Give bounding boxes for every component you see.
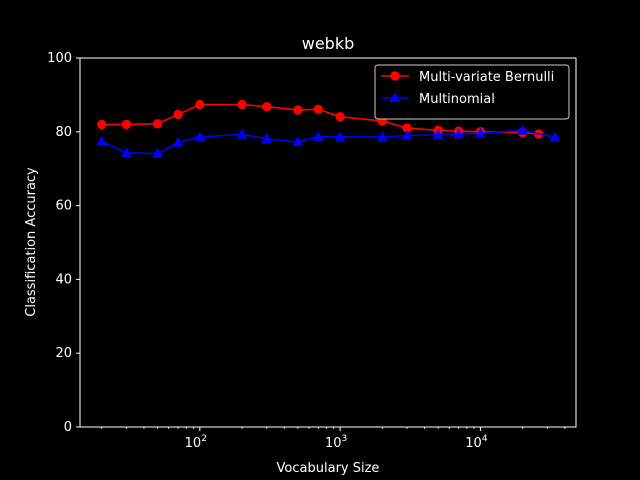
y-tick-label: 60 [55,199,72,214]
data-point [376,131,388,142]
data-point [335,111,345,122]
data-point [312,130,324,141]
data-point [293,105,303,115]
data-point [236,128,248,139]
data-point [173,109,183,120]
y-tick-label: 0 [64,420,72,435]
data-point [262,102,272,112]
x-tick-label: 103 [325,434,347,451]
data-point [172,136,184,147]
x-axis-label: Vocabulary Size [277,461,380,476]
data-point [549,131,561,142]
data-point [237,99,247,110]
data-point [313,104,324,114]
data-point [121,119,132,130]
legend-label-1: Multinomial [419,92,495,107]
data-point [334,131,346,142]
data-point [195,99,205,110]
data-point [401,129,413,140]
y-tick-label: 100 [47,51,72,66]
axes-frame [79,57,577,428]
data-point [97,119,107,130]
data-point [474,127,486,138]
data-point [453,128,465,139]
x-tick-label: 102 [185,434,207,451]
y-tick-label: 20 [55,346,72,361]
plot-area: 0 20 40 60 80 100 102 103 104 [47,51,577,451]
legend-marker-0 [390,71,400,81]
y-tick-label: 40 [55,272,72,287]
y-tick-label: 80 [55,125,72,140]
series-line-1 [101,129,556,155]
x-tick-label: 104 [465,434,488,451]
data-point [120,147,132,158]
legend-marker-1 [389,92,401,103]
data-point [292,136,304,146]
data-point [96,135,108,146]
legend-box [374,64,570,120]
legend: Multi-variate Bernulli Multinomial [374,64,570,120]
chart-title: webkb [302,34,355,53]
data-point [152,147,164,158]
data-point [517,124,529,135]
data-point [152,118,163,129]
data-point [194,131,206,142]
data-point [261,133,273,143]
y-axis-label: Classification Accuracy [24,167,39,317]
data-point [432,129,444,139]
legend-label-0: Multi-variate Bernulli [419,70,554,85]
